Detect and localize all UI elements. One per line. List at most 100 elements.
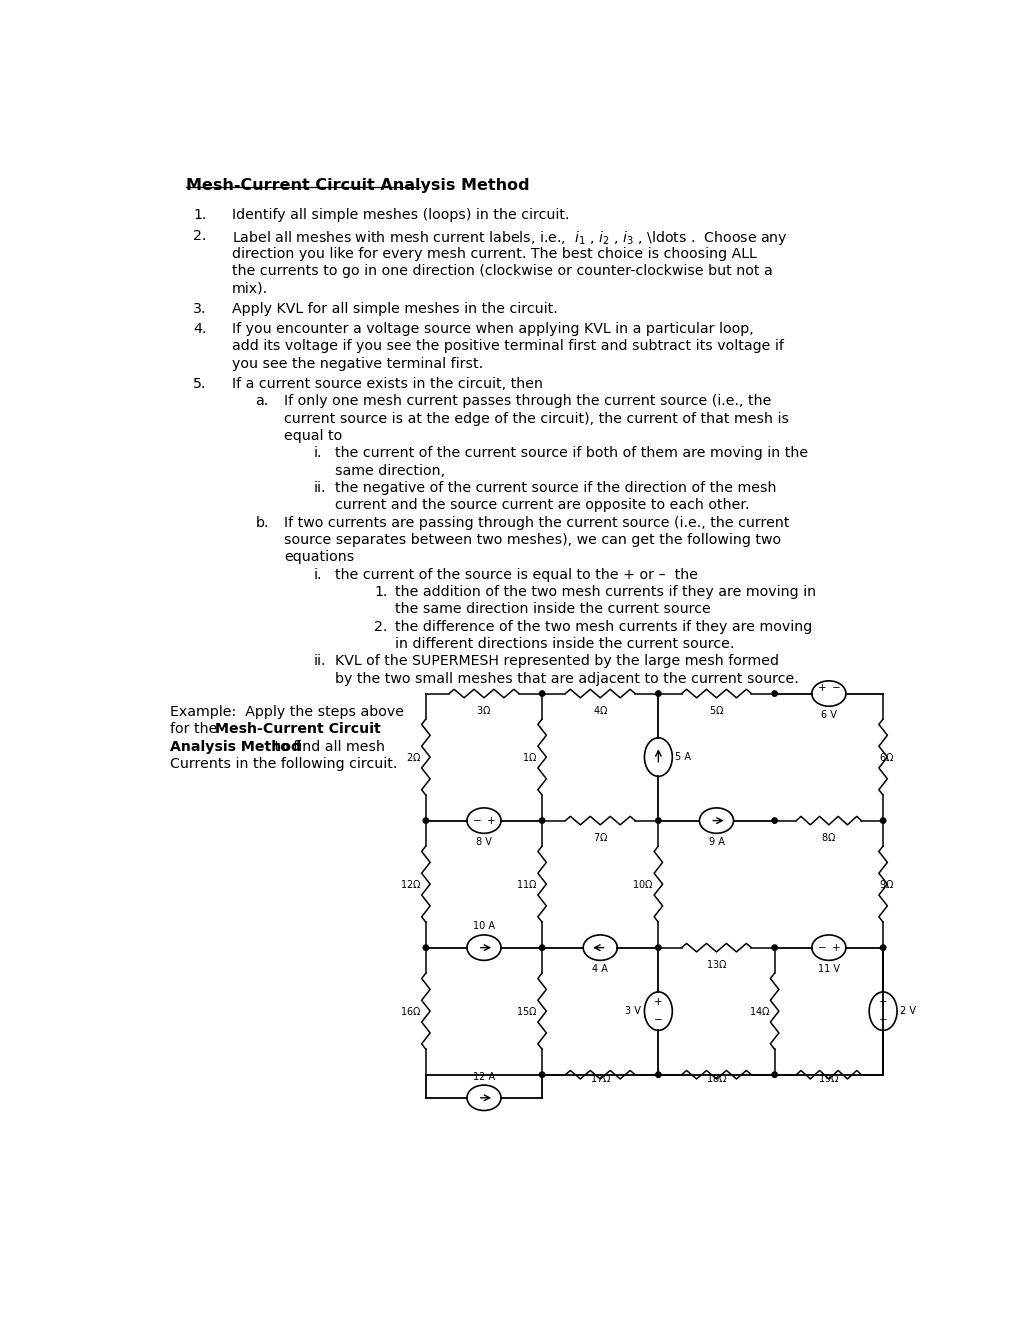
Text: +: + [817,684,825,693]
Circle shape [423,945,428,950]
Circle shape [655,1072,660,1077]
Text: Example:  Apply the steps above: Example: Apply the steps above [170,705,404,719]
Text: 1$\Omega$: 1$\Omega$ [522,751,537,763]
Text: Currents in the following circuit.: Currents in the following circuit. [170,758,397,771]
Circle shape [879,818,884,824]
Text: −: − [472,816,481,825]
Text: same direction,: same direction, [335,463,445,478]
Text: 1.: 1. [194,209,207,223]
Text: 9$\Omega$: 9$\Omega$ [878,878,893,890]
Text: 3.: 3. [194,302,207,315]
Circle shape [771,690,776,696]
Text: 9 A: 9 A [708,837,723,846]
Circle shape [655,818,660,824]
Text: If a current source exists in the circuit, then: If a current source exists in the circui… [232,378,542,391]
Text: 5$\Omega$: 5$\Omega$ [708,704,723,715]
Text: add its voltage if you see the positive terminal first and subtract its voltage : add its voltage if you see the positive … [232,339,784,354]
Circle shape [539,818,544,824]
Text: in different directions inside the current source.: in different directions inside the curre… [394,638,734,651]
Text: 4.: 4. [194,322,207,337]
Text: Analysis Method: Analysis Method [170,739,301,754]
Text: 4 A: 4 A [592,964,607,974]
Text: +: + [878,997,887,1007]
Text: If two currents are passing through the current source (i.e., the current: If two currents are passing through the … [283,516,789,529]
Text: 19$\Omega$: 19$\Omega$ [817,1072,839,1084]
Text: 12$\Omega$: 12$\Omega$ [399,878,421,890]
Text: 7$\Omega$: 7$\Omega$ [592,830,607,842]
Circle shape [655,690,660,696]
Circle shape [771,1072,776,1077]
Text: you see the negative terminal first.: you see the negative terminal first. [232,356,483,371]
Text: +: + [486,816,495,825]
Text: 18$\Omega$: 18$\Omega$ [705,1072,727,1084]
Circle shape [539,945,544,950]
Text: If you encounter a voltage source when applying KVL in a particular loop,: If you encounter a voltage source when a… [232,322,753,337]
Circle shape [655,945,660,950]
Text: a.: a. [255,395,268,408]
Text: 3 V: 3 V [625,1006,641,1016]
Text: 3$\Omega$: 3$\Omega$ [476,704,491,715]
Text: 1.: 1. [374,585,387,599]
Text: +: + [830,942,840,953]
Text: the current of the source is equal to the + or –  the: the current of the source is equal to th… [335,568,698,582]
Text: 17$\Omega$: 17$\Omega$ [589,1072,610,1084]
Text: to find all mesh: to find all mesh [269,739,384,754]
Text: 4$\Omega$: 4$\Omega$ [592,704,607,715]
Text: the currents to go in one direction (clockwise or counter-clockwise but not a: the currents to go in one direction (clo… [232,264,772,279]
Text: ii.: ii. [313,480,326,495]
Text: 10 A: 10 A [473,921,494,932]
Text: Label all meshes with mesh current labels, i.e.,  $i_1$ , $i_2$ , $i_3$ , \ldots: Label all meshes with mesh current label… [232,230,787,247]
Text: b.: b. [255,516,269,529]
Text: 2 V: 2 V [900,1006,915,1016]
Text: current and the source current are opposite to each other.: current and the source current are oppos… [335,499,749,512]
Text: −: − [816,942,825,953]
Text: Mesh-Current Circuit: Mesh-Current Circuit [215,722,381,737]
Text: source separates between two meshes), we can get the following two: source separates between two meshes), we… [283,533,781,546]
Circle shape [771,818,776,824]
Text: 2.: 2. [374,619,387,634]
Text: mix).: mix). [232,281,268,296]
Circle shape [539,1072,544,1077]
Text: 5 A: 5 A [675,752,691,762]
Text: for the: for the [170,722,222,737]
Circle shape [539,690,544,696]
Text: 2.: 2. [194,230,207,243]
Circle shape [879,945,884,950]
Text: by the two small meshes that are adjacent to the current source.: by the two small meshes that are adjacen… [335,672,798,685]
Text: 15$\Omega$: 15$\Omega$ [516,1005,537,1018]
Text: 10$\Omega$: 10$\Omega$ [632,878,653,890]
Text: 11$\Omega$: 11$\Omega$ [516,878,537,890]
Text: i.: i. [313,446,322,461]
Text: −: − [830,684,840,693]
Text: 14$\Omega$: 14$\Omega$ [748,1005,769,1018]
Text: the negative of the current source if the direction of the mesh: the negative of the current source if th… [335,480,775,495]
Text: Apply KVL for all simple meshes in the circuit.: Apply KVL for all simple meshes in the c… [232,302,557,315]
Text: 8 V: 8 V [476,837,491,846]
Text: direction you like for every mesh current. The best choice is choosing ALL: direction you like for every mesh curren… [232,247,756,260]
Text: the addition of the two mesh currents if they are moving in: the addition of the two mesh currents if… [394,585,815,599]
Text: If only one mesh current passes through the current source (i.e., the: If only one mesh current passes through … [283,395,770,408]
Text: i.: i. [313,568,322,582]
Text: equal to: equal to [283,429,342,444]
Text: 2$\Omega$: 2$\Omega$ [406,751,421,763]
Text: 13$\Omega$: 13$\Omega$ [705,958,727,970]
Text: ii.: ii. [313,655,326,668]
Text: 5.: 5. [194,378,207,391]
Text: 12 A: 12 A [473,1072,494,1081]
Text: 11 V: 11 V [817,964,839,974]
Text: −: − [653,1015,662,1026]
Text: 8$\Omega$: 8$\Omega$ [820,830,836,842]
Text: 6 V: 6 V [820,710,836,719]
Text: the same direction inside the current source: the same direction inside the current so… [394,602,710,616]
Text: equations: equations [283,550,354,565]
Text: +: + [653,997,662,1007]
Text: the difference of the two mesh currents if they are moving: the difference of the two mesh currents … [394,619,811,634]
Text: Mesh-Current Circuit Analysis Method: Mesh-Current Circuit Analysis Method [185,178,529,193]
Circle shape [771,945,776,950]
Circle shape [423,818,428,824]
Text: Identify all simple meshes (loops) in the circuit.: Identify all simple meshes (loops) in th… [232,209,569,223]
Text: 6$\Omega$: 6$\Omega$ [878,751,893,763]
Text: current source is at the edge of the circuit), the current of that mesh is: current source is at the edge of the cir… [283,412,789,426]
Text: 16$\Omega$: 16$\Omega$ [399,1005,421,1018]
Text: KVL of the SUPERMESH represented by the large mesh formed: KVL of the SUPERMESH represented by the … [335,655,779,668]
